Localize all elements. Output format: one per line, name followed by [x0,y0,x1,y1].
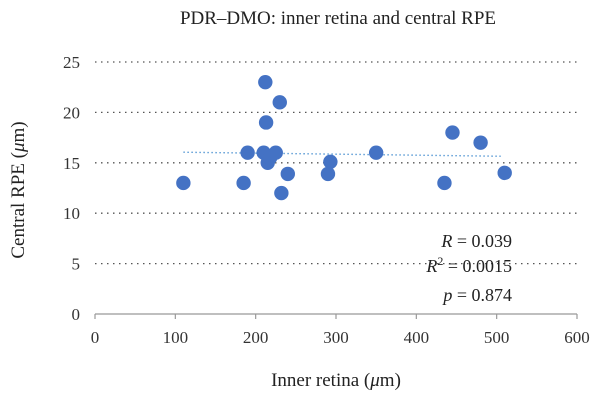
y-axis-label-prefix: Central RPE ( [8,152,29,259]
data-point [473,135,488,150]
stat-r2-value: = 0.0015 [443,256,512,276]
stat-p-key: p [441,285,452,305]
x-tick-labels: 0 100 200 300 400 500 600 [91,328,590,347]
data-point [268,145,283,160]
x-tick-label: 0 [91,328,100,347]
y-tick-label: 10 [63,204,80,223]
trendline [183,151,501,157]
y-tick-label: 5 [72,255,81,274]
y-tick-label: 0 [72,305,81,324]
data-point [258,115,274,130]
x-axis-label-suffix: m) [380,370,401,391]
data-point [274,185,289,201]
data-point [280,166,295,182]
data-point [240,145,255,160]
y-tick-label: 15 [63,154,80,173]
y-tick-labels: 0 5 10 15 20 25 [63,53,80,324]
data-point [236,175,251,191]
stat-r-value: = 0.039 [452,231,512,251]
data-point [497,165,512,181]
x-tick-label: 200 [243,328,269,347]
data-points [176,74,512,201]
x-tick-label: 400 [404,328,430,347]
x-tick-label: 300 [323,328,349,347]
x-axis-label: Inner retina (μm) [271,370,401,391]
data-point [258,74,273,90]
y-axis-label-unit: μ [8,142,29,153]
stat-r: R = 0.039 [440,231,512,251]
y-axis-label-suffix: m) [8,121,29,142]
y-tick-label: 20 [63,103,80,122]
data-point [320,166,336,182]
chart-title: PDR–DMO: inner retina and central RPE [180,8,496,29]
x-tick-label: 500 [484,328,510,347]
data-point [176,175,191,191]
stat-p-value: = 0.874 [452,285,512,305]
data-point [368,145,384,160]
data-point [272,95,287,110]
stat-r-key: R [440,231,452,251]
x-axis-label-unit: μ [369,370,380,391]
y-axis-label: Central RPE (μm) [8,121,29,258]
stat-r2-sup: 2 [437,254,443,268]
stat-r2-key: R [425,256,437,276]
data-point [323,154,338,169]
stats-box: R = 0.039 R2 = 0.0015 p = 0.874 [425,231,512,305]
stat-r2: R2 = 0.0015 [425,254,512,276]
x-tick-label: 100 [163,328,189,347]
y-tick-label: 25 [63,53,80,72]
data-point [445,125,460,140]
axes [94,313,578,319]
stat-p: p = 0.874 [441,285,512,305]
data-point [437,175,452,191]
x-tick-label: 600 [564,328,590,347]
x-axis-label-prefix: Inner retina ( [271,370,370,391]
